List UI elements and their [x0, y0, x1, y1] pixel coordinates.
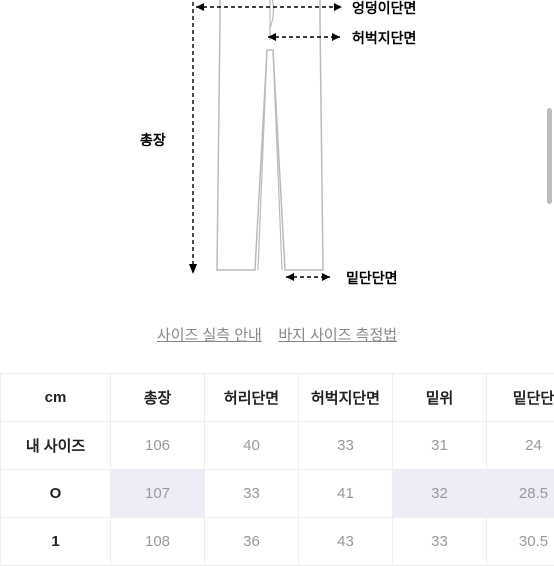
label-hem: 밑단단면 — [346, 268, 398, 288]
table-row: 내 사이즈10640333124 — [1, 422, 554, 470]
size-diagram: 엉덩이단면 허벅지단면 총장 밑단단면 — [0, 0, 554, 300]
col-header: 밑위 — [393, 374, 487, 422]
cell: 33 — [299, 422, 393, 470]
help-links: 사이즈 실측 안내 바지 사이즈 측정법 — [0, 324, 554, 345]
size-table-wrap: cm 총장 허리단면 허벅지단면 밑위 밑단단 내 사이즈10640333124… — [0, 373, 554, 566]
size-guide-link[interactable]: 사이즈 실측 안내 — [157, 324, 262, 345]
cell: 106 — [111, 422, 205, 470]
cell: 40 — [205, 422, 299, 470]
cell: 33 — [393, 518, 487, 566]
table-header-row: cm 총장 허리단면 허벅지단면 밑위 밑단단 — [1, 374, 554, 422]
cell: 32 — [393, 470, 487, 518]
row-label: 내 사이즈 — [1, 422, 111, 470]
cell: 28.5 — [487, 470, 554, 518]
col-header: 밑단단 — [487, 374, 554, 422]
hip-arrow — [188, 0, 480, 22]
unit-header: cm — [1, 374, 111, 422]
table-row: O10733413228.5 — [1, 470, 554, 518]
cell: 108 — [111, 518, 205, 566]
label-thigh: 허벅지단면 — [352, 28, 416, 48]
table-row: 110836433330.5 — [1, 518, 554, 566]
row-label: 1 — [1, 518, 111, 566]
col-header: 허벅지단면 — [299, 374, 393, 422]
cell: 41 — [299, 470, 393, 518]
label-hip: 엉덩이단면 — [352, 0, 416, 18]
row-label: O — [1, 470, 111, 518]
cell: 33 — [205, 470, 299, 518]
cell: 36 — [205, 518, 299, 566]
label-length: 총장 — [140, 130, 166, 150]
col-header: 허리단면 — [205, 374, 299, 422]
cell: 43 — [299, 518, 393, 566]
cell: 31 — [393, 422, 487, 470]
scrollbar-thumb[interactable] — [547, 108, 552, 204]
col-header: 총장 — [111, 374, 205, 422]
cell: 24 — [487, 422, 554, 470]
measure-howto-link[interactable]: 바지 사이즈 측정법 — [278, 324, 397, 345]
size-table: cm 총장 허리단면 허벅지단면 밑위 밑단단 내 사이즈10640333124… — [0, 373, 554, 566]
cell: 30.5 — [487, 518, 554, 566]
length-arrow — [178, 0, 208, 282]
cell: 107 — [111, 470, 205, 518]
